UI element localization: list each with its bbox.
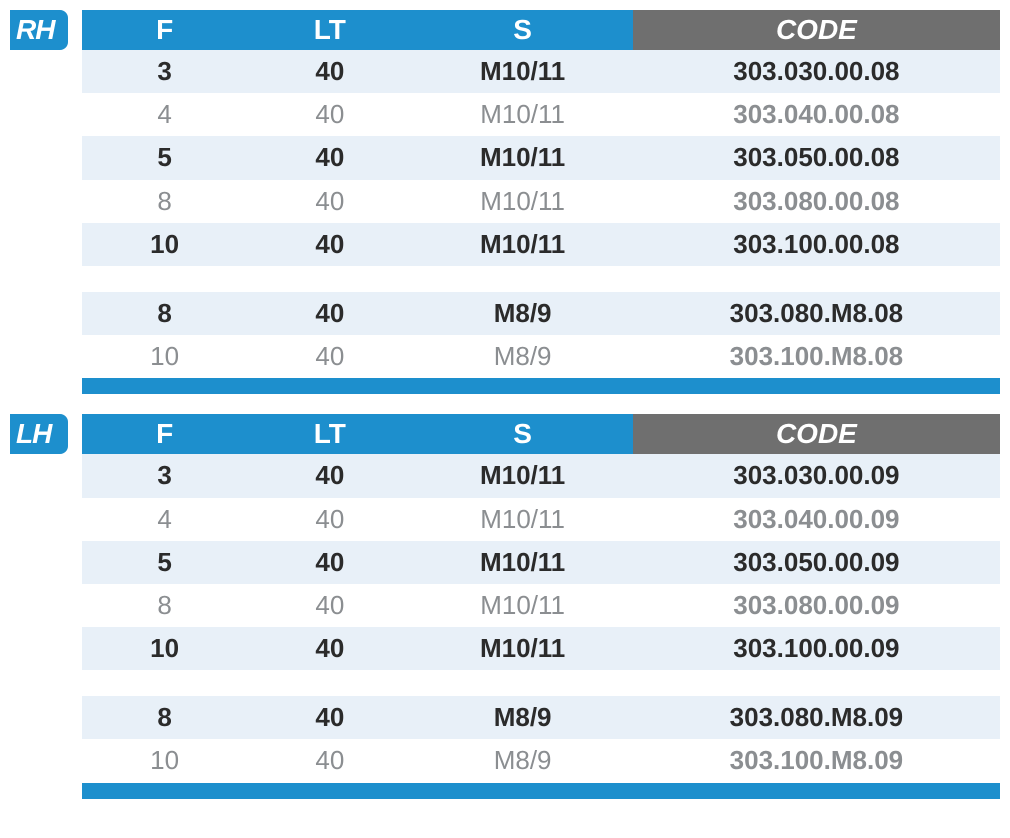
cell-s: M10/11 [412, 136, 632, 179]
bottom-rule [82, 378, 1000, 394]
column-header-code: CODE [633, 414, 1000, 454]
cell-code: 303.050.00.08 [633, 136, 1000, 179]
column-header-f: F [82, 10, 247, 50]
table-row: 1040M10/11303.100.00.08 [82, 223, 1000, 266]
table-row: 840M8/9303.080.M8.09 [82, 696, 1000, 739]
cell-code: 303.040.00.08 [633, 93, 1000, 136]
cell-code: 303.040.00.09 [633, 498, 1000, 541]
table-row: 340M10/11303.030.00.08 [82, 50, 1000, 93]
column-header-f: F [82, 414, 247, 454]
cell-f: 5 [82, 541, 247, 584]
cell-s: M10/11 [412, 223, 632, 266]
cell-lt: 40 [247, 627, 412, 670]
spacer-row [82, 266, 1000, 292]
table-row: 540M10/11303.050.00.08 [82, 136, 1000, 179]
cell-lt: 40 [247, 50, 412, 93]
cell-s: M8/9 [412, 739, 632, 782]
cell-code: 303.100.00.08 [633, 223, 1000, 266]
table-row: 840M10/11303.080.00.09 [82, 584, 1000, 627]
cell-code: 303.080.M8.09 [633, 696, 1000, 739]
cell-s: M8/9 [412, 696, 632, 739]
cell-s: M10/11 [412, 180, 632, 223]
cell-f: 3 [82, 50, 247, 93]
table-row: 340M10/11303.030.00.09 [82, 454, 1000, 497]
cell-s: M10/11 [412, 627, 632, 670]
cell-code: 303.030.00.08 [633, 50, 1000, 93]
cell-lt: 40 [247, 541, 412, 584]
cell-lt: 40 [247, 335, 412, 378]
cell-f: 4 [82, 498, 247, 541]
cell-code: 303.100.M8.08 [633, 335, 1000, 378]
section-rh: RHFLTSCODE340M10/11303.030.00.08440M10/1… [10, 10, 1000, 394]
table-row: 840M10/11303.080.00.08 [82, 180, 1000, 223]
cell-s: M10/11 [412, 50, 632, 93]
column-header-s: S [412, 10, 632, 50]
badge-lh: LH [10, 414, 68, 454]
cell-lt: 40 [247, 696, 412, 739]
column-header-lt: LT [247, 10, 412, 50]
table-lh: FLTSCODE340M10/11303.030.00.09440M10/113… [82, 414, 1000, 798]
cell-code: 303.080.M8.08 [633, 292, 1000, 335]
cell-lt: 40 [247, 498, 412, 541]
cell-s: M10/11 [412, 93, 632, 136]
cell-lt: 40 [247, 584, 412, 627]
cell-code: 303.100.M8.09 [633, 739, 1000, 782]
cell-f: 10 [82, 739, 247, 782]
cell-s: M10/11 [412, 584, 632, 627]
cell-s: M8/9 [412, 292, 632, 335]
section-lh: LHFLTSCODE340M10/11303.030.00.09440M10/1… [10, 414, 1000, 798]
cell-f: 4 [82, 93, 247, 136]
cell-lt: 40 [247, 180, 412, 223]
cell-code: 303.030.00.09 [633, 454, 1000, 497]
cell-code: 303.100.00.09 [633, 627, 1000, 670]
cell-lt: 40 [247, 739, 412, 782]
column-header-lt: LT [247, 414, 412, 454]
table-row: 1040M8/9303.100.M8.09 [82, 739, 1000, 782]
table-row: 540M10/11303.050.00.09 [82, 541, 1000, 584]
cell-s: M8/9 [412, 335, 632, 378]
cell-lt: 40 [247, 223, 412, 266]
cell-s: M10/11 [412, 454, 632, 497]
cell-f: 10 [82, 627, 247, 670]
cell-f: 8 [82, 292, 247, 335]
cell-lt: 40 [247, 93, 412, 136]
cell-f: 10 [82, 335, 247, 378]
cell-code: 303.080.00.08 [633, 180, 1000, 223]
cell-f: 10 [82, 223, 247, 266]
spacer-row [82, 670, 1000, 696]
table-row: 1040M8/9303.100.M8.08 [82, 335, 1000, 378]
badge-rh: RH [10, 10, 68, 50]
table-row: 440M10/11303.040.00.09 [82, 498, 1000, 541]
table-row: 840M8/9303.080.M8.08 [82, 292, 1000, 335]
cell-code: 303.050.00.09 [633, 541, 1000, 584]
column-header-code: CODE [633, 10, 1000, 50]
table-row: 1040M10/11303.100.00.09 [82, 627, 1000, 670]
cell-lt: 40 [247, 292, 412, 335]
cell-lt: 40 [247, 454, 412, 497]
table-row: 440M10/11303.040.00.08 [82, 93, 1000, 136]
cell-f: 8 [82, 180, 247, 223]
table-rh: FLTSCODE340M10/11303.030.00.08440M10/113… [82, 10, 1000, 394]
cell-f: 3 [82, 454, 247, 497]
cell-s: M10/11 [412, 498, 632, 541]
cell-s: M10/11 [412, 541, 632, 584]
column-header-s: S [412, 414, 632, 454]
cell-f: 8 [82, 584, 247, 627]
bottom-rule [82, 783, 1000, 799]
cell-code: 303.080.00.09 [633, 584, 1000, 627]
cell-f: 8 [82, 696, 247, 739]
cell-lt: 40 [247, 136, 412, 179]
cell-f: 5 [82, 136, 247, 179]
